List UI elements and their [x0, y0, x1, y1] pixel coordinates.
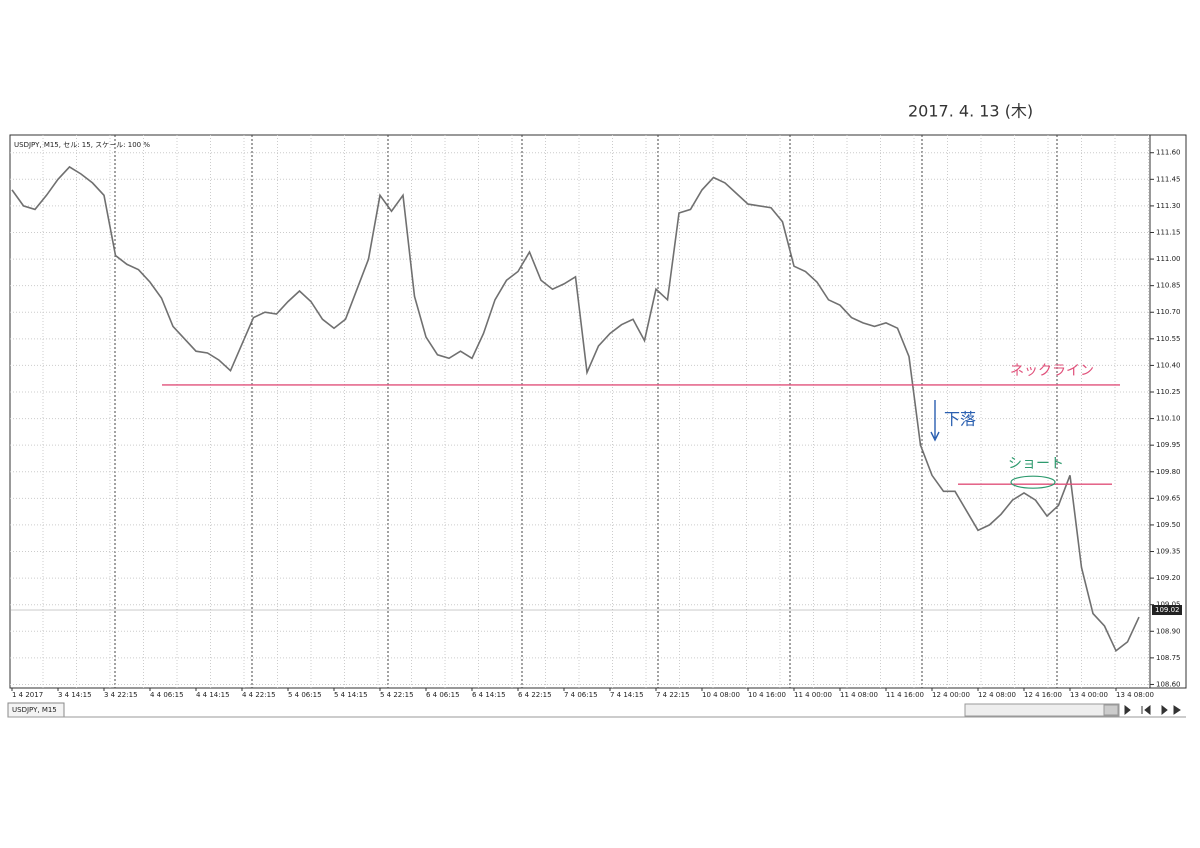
scroll-buttons[interactable]	[1124, 704, 1181, 716]
y-tick-label: 110.25	[1156, 388, 1181, 396]
x-tick-label: 11 4 08:00	[840, 691, 878, 699]
y-tick-label: 111.00	[1156, 255, 1181, 263]
plot-frame	[9, 134, 1151, 689]
hand-line-label: ネックライン	[1010, 363, 1094, 379]
hand-line-label: ショート	[1008, 456, 1064, 472]
y-tick-label: 109.20	[1156, 574, 1181, 582]
last-price-label: 109.02	[1155, 606, 1180, 614]
x-tick-label: 5 4 06:15	[288, 691, 322, 699]
y-tick-label: 111.60	[1156, 149, 1181, 157]
y-tick-label: 108.90	[1156, 627, 1181, 635]
x-tick-label: 5 4 22:15	[380, 691, 414, 699]
short-circle	[1010, 475, 1056, 489]
x-tick-label: 3 4 22:15	[104, 691, 138, 699]
y-tick-label: 110.40	[1156, 361, 1181, 369]
y-tick-label: 109.50	[1156, 521, 1181, 529]
x-tick-label: 12 4 08:00	[978, 691, 1016, 699]
scrollbar[interactable]	[964, 703, 1120, 717]
price-line	[11, 165, 1140, 653]
x-tick-label: 11 4 16:00	[886, 691, 924, 699]
y-tick-label: 109.35	[1156, 548, 1181, 556]
y-tick-label: 110.55	[1156, 335, 1181, 343]
scrollbar-thumb[interactable]	[1103, 704, 1119, 716]
x-tick-label: 12 4 16:00	[1024, 691, 1062, 699]
y-tick-label: 111.30	[1156, 202, 1181, 210]
y-tick-label: 110.10	[1156, 415, 1181, 423]
handwritten-date: 2017. 4. 13 (木)	[908, 102, 1033, 121]
chart-info: USDJPY, M15, セル: 15, スケール: 100 %	[14, 141, 150, 149]
y-tick-label: 109.80	[1156, 468, 1181, 476]
x-tick-label: 10 4 16:00	[748, 691, 786, 699]
y-tick-label: 108.75	[1156, 654, 1181, 662]
y-tick-label: 108.60	[1156, 680, 1181, 688]
x-tick-label: 7 4 22:15	[656, 691, 690, 699]
x-tick-label: 7 4 06:15	[564, 691, 598, 699]
y-tick-label: 111.45	[1156, 175, 1181, 183]
x-tick-label: 13 4 08:00	[1116, 691, 1154, 699]
symbol-tab-label: USDJPY, M15	[12, 706, 57, 714]
x-tick-label: 5 4 14:15	[334, 691, 368, 699]
x-tick-label: 10 4 08:00	[702, 691, 740, 699]
x-tick-label: 1 4 2017	[12, 691, 43, 699]
x-tick-label: 4 4 22:15	[242, 691, 276, 699]
drop-label: 下落	[944, 410, 976, 429]
x-tick-label: 3 4 14:15	[58, 691, 92, 699]
y-tick-label: 109.65	[1156, 494, 1181, 502]
y-tick-label: 110.85	[1156, 282, 1181, 290]
y-tick-label: 109.05	[1156, 601, 1181, 609]
x-tick-label: 6 4 22:15	[518, 691, 552, 699]
x-tick-label: 12 4 00:00	[932, 691, 970, 699]
x-tick-label: 4 4 14:15	[196, 691, 230, 699]
x-tick-label: 6 4 06:15	[426, 691, 460, 699]
x-tick-label: 6 4 14:15	[472, 691, 506, 699]
y-tick-label: 109.95	[1156, 441, 1181, 449]
x-tick-label: 11 4 00:00	[794, 691, 832, 699]
y-tick-label: 111.15	[1156, 228, 1181, 236]
last-price-box	[1152, 605, 1182, 616]
price-axis	[1149, 134, 1187, 689]
y-tick-label: 110.70	[1156, 308, 1181, 316]
x-tick-label: 7 4 14:15	[610, 691, 644, 699]
drop-arrow	[930, 400, 940, 442]
x-tick-label: 13 4 00:00	[1070, 691, 1108, 699]
x-tick-label: 4 4 06:15	[150, 691, 184, 699]
